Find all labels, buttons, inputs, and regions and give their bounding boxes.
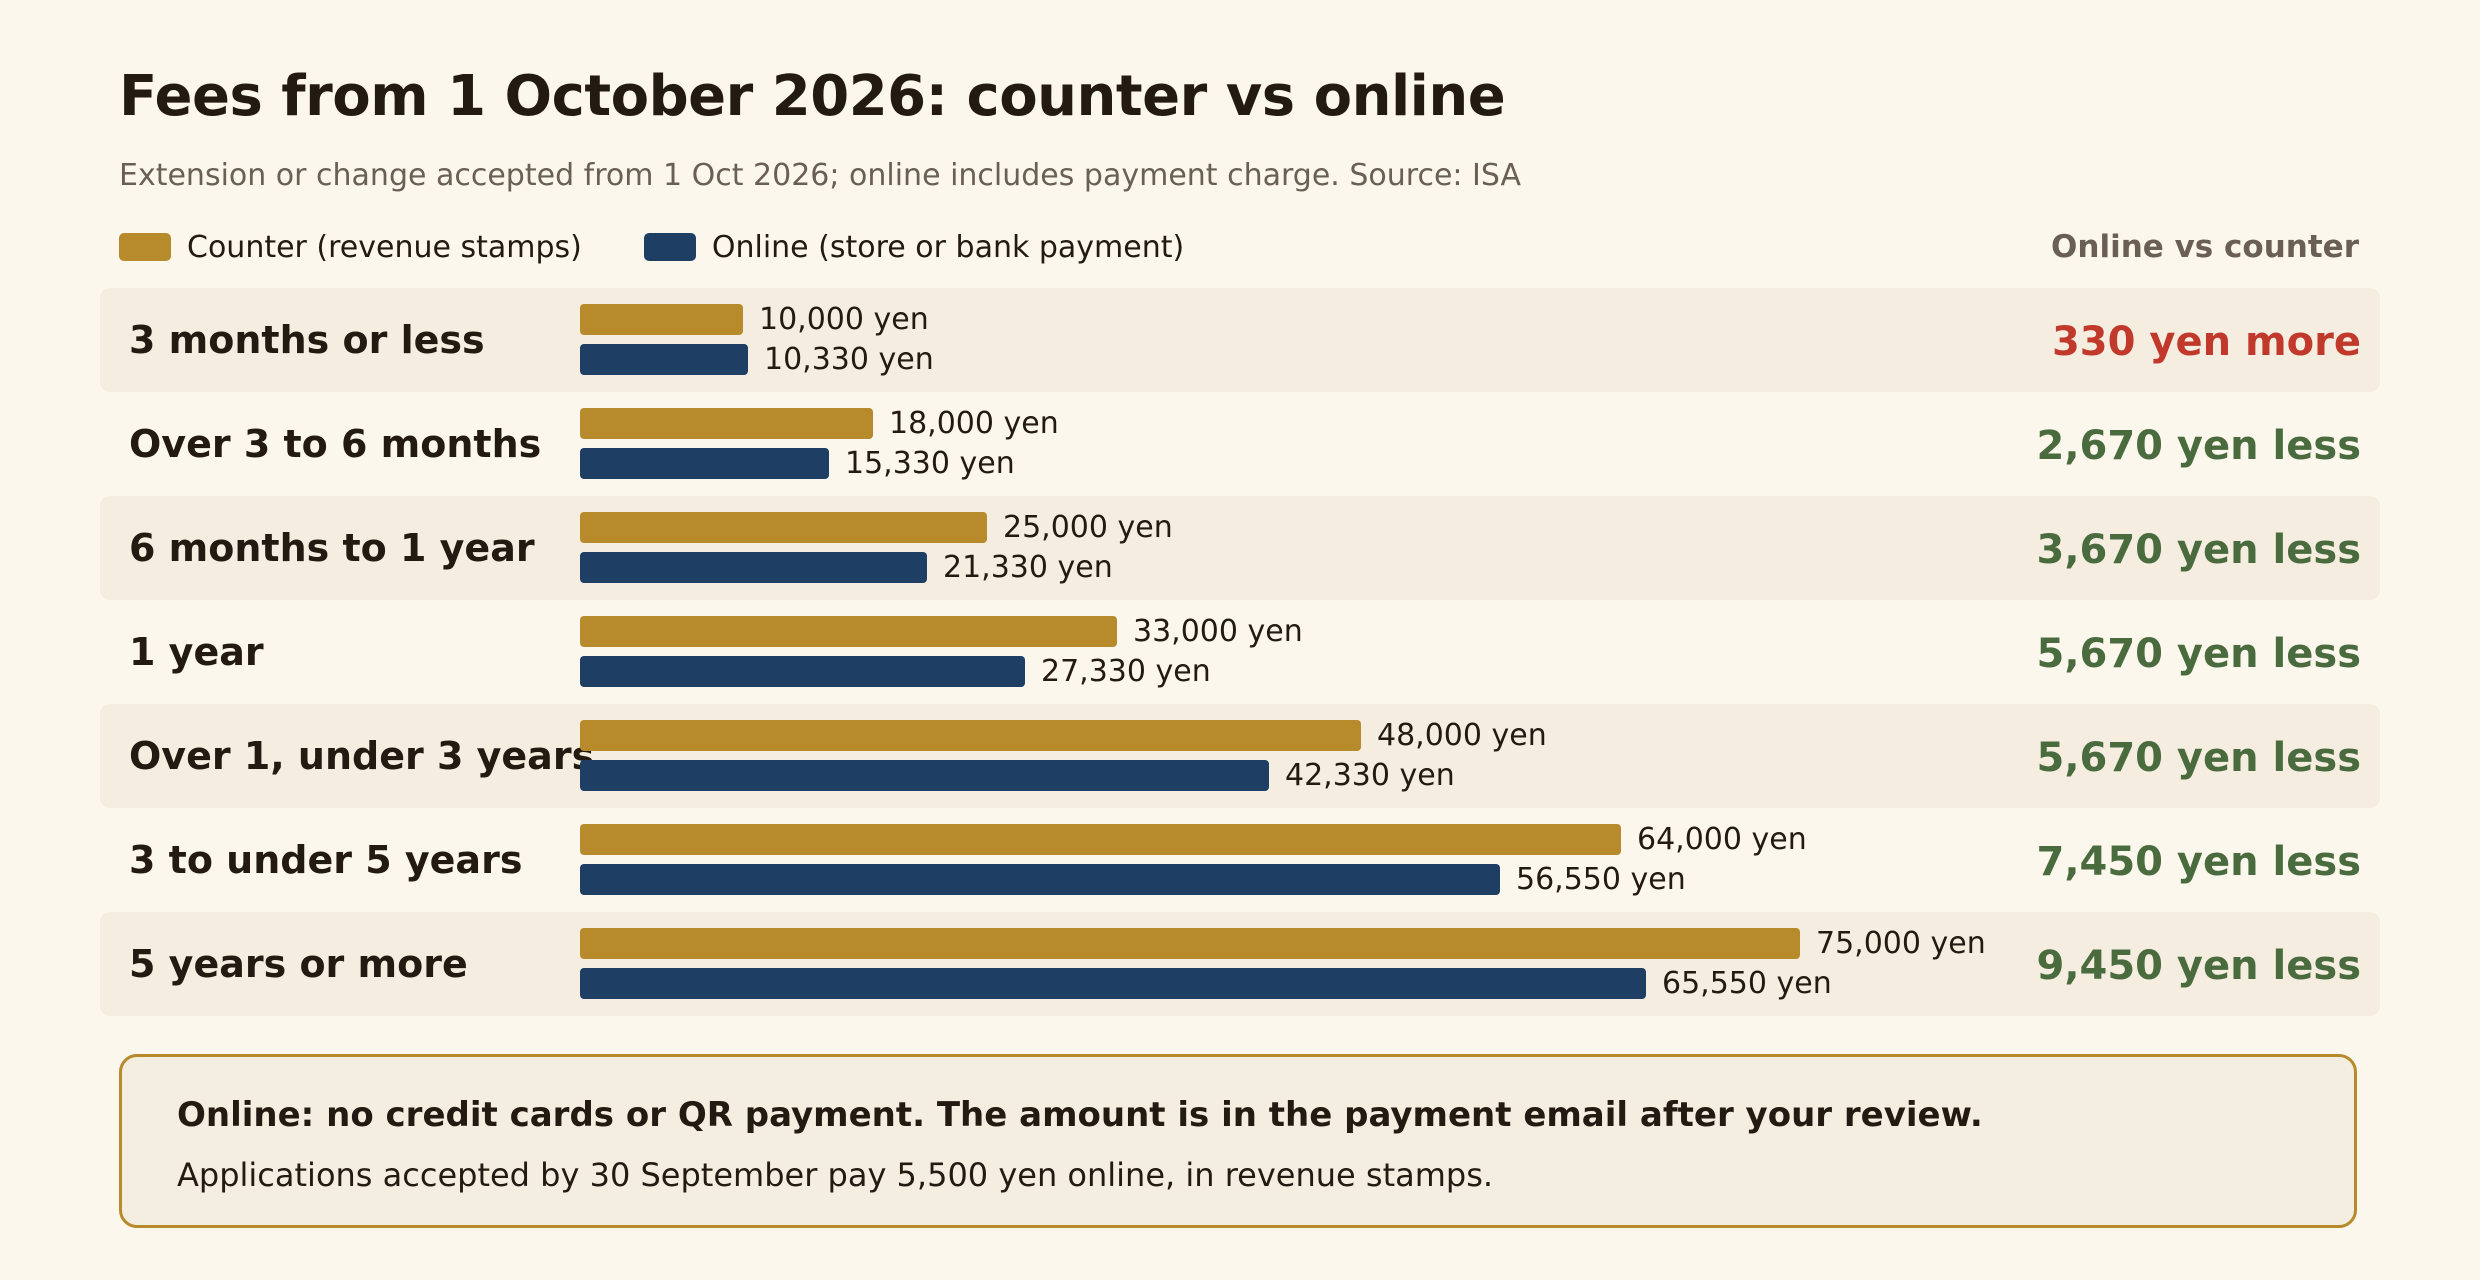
note-text: Applications accepted by 30 September pa… (177, 1156, 1494, 1194)
counter-bar (580, 720, 1361, 751)
online-bar (580, 656, 1025, 687)
category-label: 6 months to 1 year (129, 526, 535, 570)
counter-bar (580, 928, 1800, 959)
category-label: 1 year (129, 630, 264, 674)
chart-row: 5 years or more 75,000 yen 65,550 yen 9,450… (100, 912, 2380, 1016)
counter-value-label: 33,000 yen (1133, 614, 1303, 649)
chart-row: Over 1, under 3 years 48,000 yen 42,330 ye… (100, 704, 2380, 808)
counter-bar (580, 408, 873, 439)
legend-label-online: Online (store or bank payment) (711, 229, 1185, 265)
difference-value: 330 yen more (2051, 319, 2361, 365)
legend-item-counter: Counter (revenue stamps) (119, 230, 582, 265)
category-label: 3 months or less (129, 318, 485, 362)
category-label: Over 3 to 6 months (129, 422, 542, 466)
online-bar (580, 448, 829, 479)
online-value-label: 21,330 yen (943, 550, 1113, 585)
difference-value: 3,670 yen less (2036, 527, 2361, 573)
online-value-label: 56,550 yen (1516, 862, 1686, 897)
difference-value: 7,450 yen less (2036, 839, 2361, 885)
counter-value-label: 10,000 yen (759, 302, 929, 337)
online-value-label: 65,550 yen (1662, 966, 1832, 1001)
online-bar (580, 552, 927, 583)
legend-swatch-counter (119, 233, 171, 261)
difference-value: 2,670 yen less (2036, 423, 2361, 469)
category-label: 3 to under 5 years (129, 838, 523, 882)
legend: Counter (revenue stamps) Online (store o… (119, 229, 1246, 265)
difference-value: 9,450 yen less (2036, 943, 2361, 989)
counter-bar (580, 512, 987, 543)
chart-row: 1 year 33,000 yen 27,330 yen 5,670 yen less (100, 600, 2380, 704)
chart-row: 3 months or less 10,000 yen 10,330 yen 330 … (100, 288, 2380, 392)
category-label: Over 1, under 3 years (129, 734, 595, 778)
chart-title: Fees from 1 October 2026: counter vs onl… (119, 64, 1506, 129)
online-value-label: 15,330 yen (845, 446, 1015, 481)
note-heading: Online: no credit cards or QR payment. T… (177, 1095, 1983, 1135)
chart-subtitle: Extension or change accepted from 1 Oct … (119, 158, 1522, 193)
counter-value-label: 64,000 yen (1637, 822, 1807, 857)
chart-row: 6 months to 1 year 25,000 yen 21,330 yen 3,… (100, 496, 2380, 600)
legend-swatch-online (643, 233, 696, 261)
counter-bar (580, 304, 743, 335)
category-label: 5 years or more (129, 942, 468, 986)
counter-bar (580, 616, 1117, 647)
counter-value-label: 25,000 yen (1003, 510, 1173, 545)
counter-bar (580, 824, 1621, 855)
chart-row: Over 3 to 6 months 18,000 yen 15,330 yen 2,… (100, 392, 2380, 496)
difference-column-header: Online vs counter (2051, 229, 2359, 265)
online-value-label: 10,330 yen (764, 342, 934, 377)
legend-label-counter: Counter (revenue stamps) (187, 229, 582, 265)
chart-rows: 3 months or less 10,000 yen 10,330 yen 330 … (100, 288, 2380, 1016)
counter-value-label: 18,000 yen (889, 406, 1059, 441)
chart-row: 3 to under 5 years 64,000 yen 56,550 yen 7,… (100, 808, 2380, 912)
online-bar (580, 968, 1646, 999)
counter-value-label: 48,000 yen (1377, 718, 1547, 753)
difference-value: 5,670 yen less (2036, 735, 2361, 781)
online-bar (580, 344, 748, 375)
payment-note: Online: no credit cards or QR payment. T… (119, 1054, 2357, 1228)
difference-value: 5,670 yen less (2036, 631, 2361, 677)
online-bar (580, 760, 1269, 791)
online-value-label: 42,330 yen (1285, 758, 1455, 793)
legend-item-online: Online (store or bank payment) (643, 229, 1185, 265)
counter-value-label: 75,000 yen (1816, 926, 1986, 961)
online-bar (580, 864, 1500, 895)
online-value-label: 27,330 yen (1041, 654, 1211, 689)
